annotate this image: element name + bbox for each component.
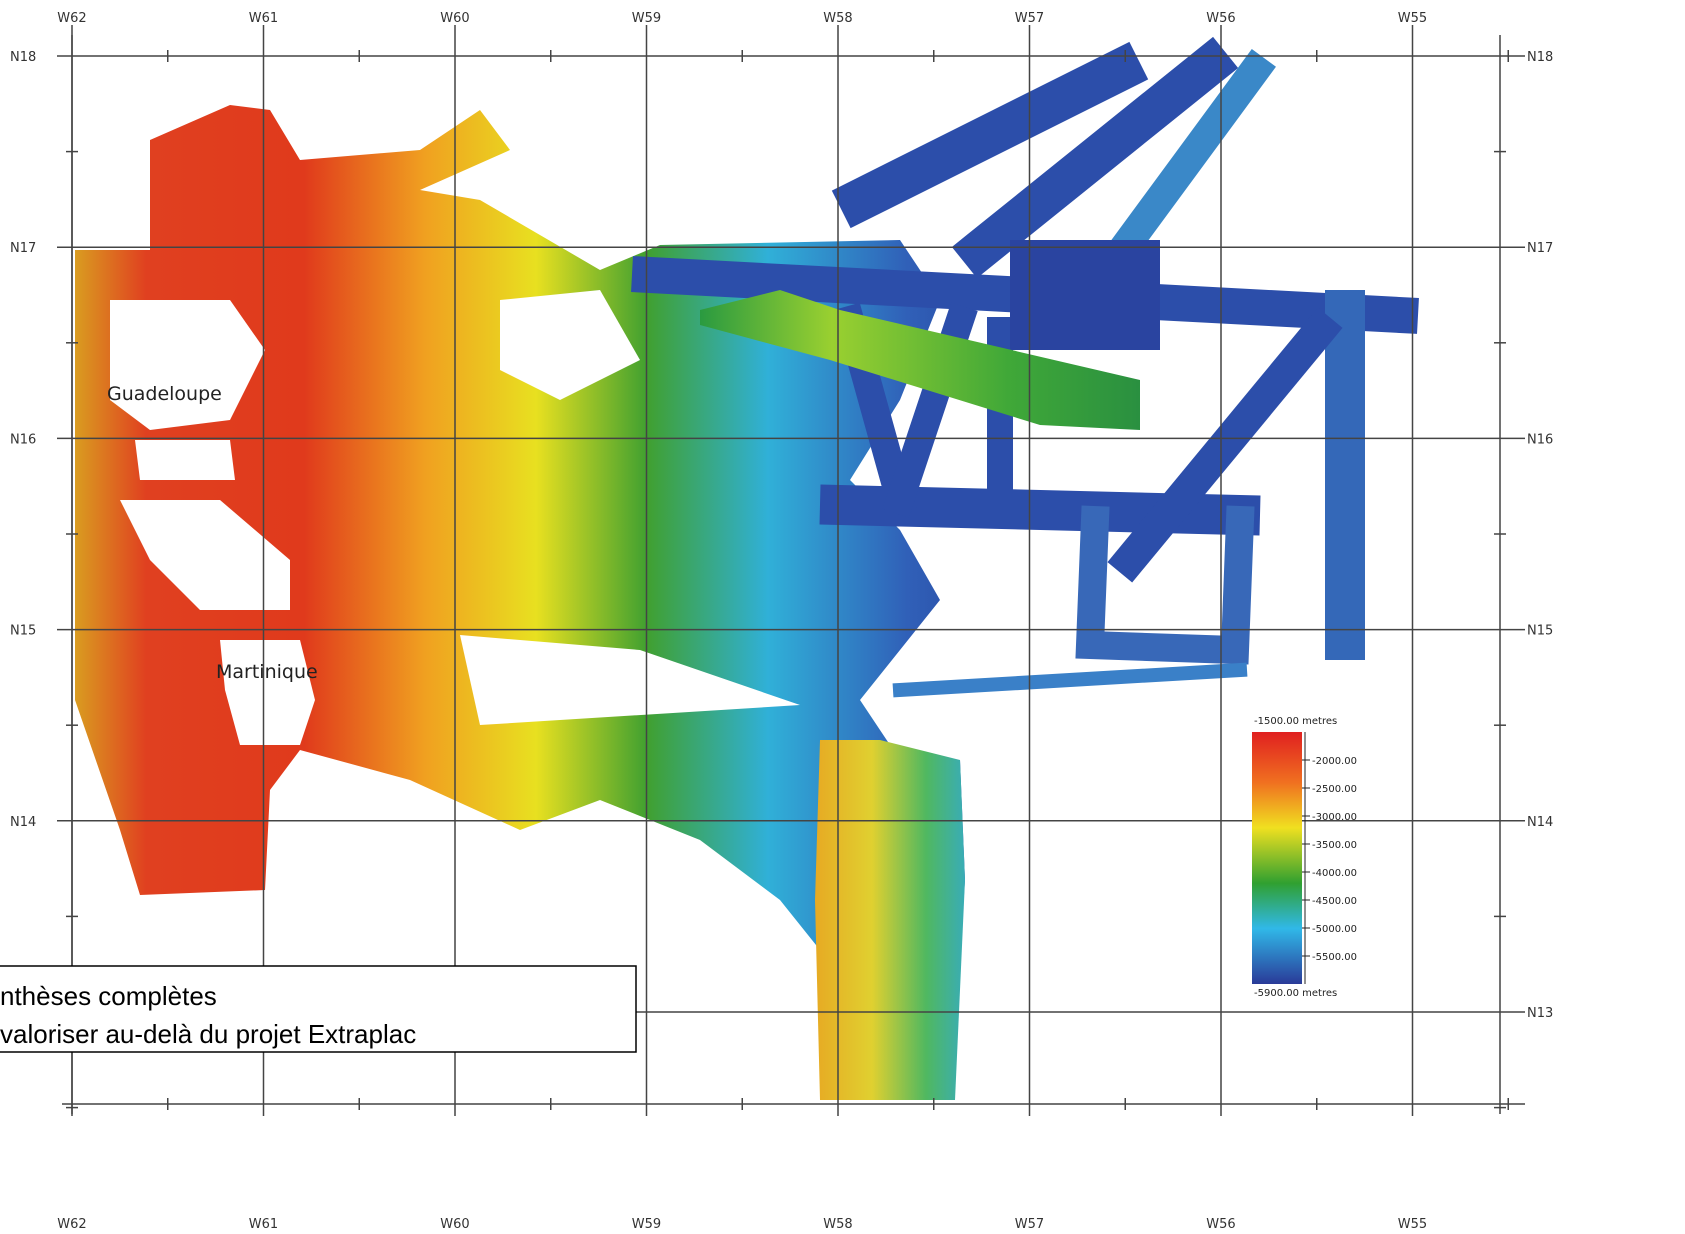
gap	[500, 290, 640, 400]
survey-block	[1010, 240, 1160, 350]
lat-label: N16	[10, 432, 36, 447]
text-box: nthèses complètes valoriser au-delà du p…	[0, 965, 637, 1053]
legend-tick-label: -2500.00	[1312, 784, 1357, 795]
lon-label: W62	[57, 1217, 86, 1232]
swath	[951, 36, 1239, 279]
text-line: nthèses complètes	[0, 981, 217, 1011]
place-label: Martinique	[216, 661, 318, 683]
lon-label: W62	[57, 11, 86, 26]
lon-label: W57	[1015, 11, 1044, 26]
lat-label: N14	[1527, 815, 1553, 830]
lon-label: W58	[823, 1217, 852, 1232]
lon-label: W59	[632, 1217, 661, 1232]
place-label: Guadeloupe	[107, 383, 222, 405]
lon-label: W57	[1015, 1217, 1044, 1232]
graticule: W62 W62 W61 W61 W60 W60 W59 W59 W58 W58 W57 W57 W56 W…	[10, 11, 1553, 1232]
swath	[1075, 505, 1255, 665]
legend-tick-label: -3500.00	[1312, 840, 1357, 851]
swath	[892, 662, 1248, 698]
survey-area	[75, 105, 965, 1100]
lon-label: W60	[440, 11, 469, 26]
legend-ticks: -2000.00 -2500.00 -3000.00 -3500.00 -4000.00…	[1302, 732, 1357, 984]
gap	[120, 500, 290, 610]
lat-label: N17	[1527, 241, 1553, 256]
legend-tick-label: -2000.00	[1312, 756, 1357, 767]
lon-label: W56	[1206, 1217, 1235, 1232]
lon-label: W60	[440, 1217, 469, 1232]
lon-label: W55	[1398, 11, 1427, 26]
swath	[1107, 307, 1343, 583]
lon-label: W58	[823, 11, 852, 26]
lat-label: N13	[1527, 1006, 1553, 1021]
colorbar	[1252, 732, 1302, 984]
gaps	[110, 290, 800, 745]
legend-tick-label: -3000.00	[1312, 812, 1357, 823]
text-line: valoriser au-delà du projet Extraplac	[0, 1019, 416, 1049]
gap	[110, 300, 265, 430]
gap	[220, 640, 315, 745]
lon-label: W61	[249, 1217, 278, 1232]
lat-label: N15	[1527, 624, 1553, 639]
legend: -1500.00 metres -5900.00 metres -2000.00…	[1252, 716, 1357, 999]
legend-tick-label: -4500.00	[1312, 896, 1357, 907]
lat-label: N18	[10, 50, 36, 65]
legend-tick-label: -5000.00	[1312, 924, 1357, 935]
lon-label: W55	[1398, 1217, 1427, 1232]
lon-label: W56	[1206, 11, 1235, 26]
swath	[1109, 49, 1276, 261]
survey-strip-south	[815, 740, 965, 1100]
legend-tick-label: -4000.00	[1312, 868, 1357, 879]
lon-label: W59	[632, 11, 661, 26]
lat-label: N15	[10, 624, 36, 639]
lat-label: N16	[1527, 432, 1553, 447]
legend-top-label: -1500.00 metres	[1254, 716, 1337, 727]
lat-label: N17	[10, 241, 36, 256]
gap	[460, 635, 800, 725]
legend-bottom-label: -5900.00 metres	[1254, 988, 1337, 999]
legend-tick-label: -5500.00	[1312, 952, 1357, 963]
lat-label: N18	[1527, 50, 1553, 65]
text-box-frame	[0, 965, 637, 1053]
swath	[831, 41, 1149, 229]
lat-label: N14	[10, 815, 36, 830]
gap	[135, 440, 235, 480]
bathymetry	[75, 36, 1419, 1100]
lon-label: W61	[249, 11, 278, 26]
